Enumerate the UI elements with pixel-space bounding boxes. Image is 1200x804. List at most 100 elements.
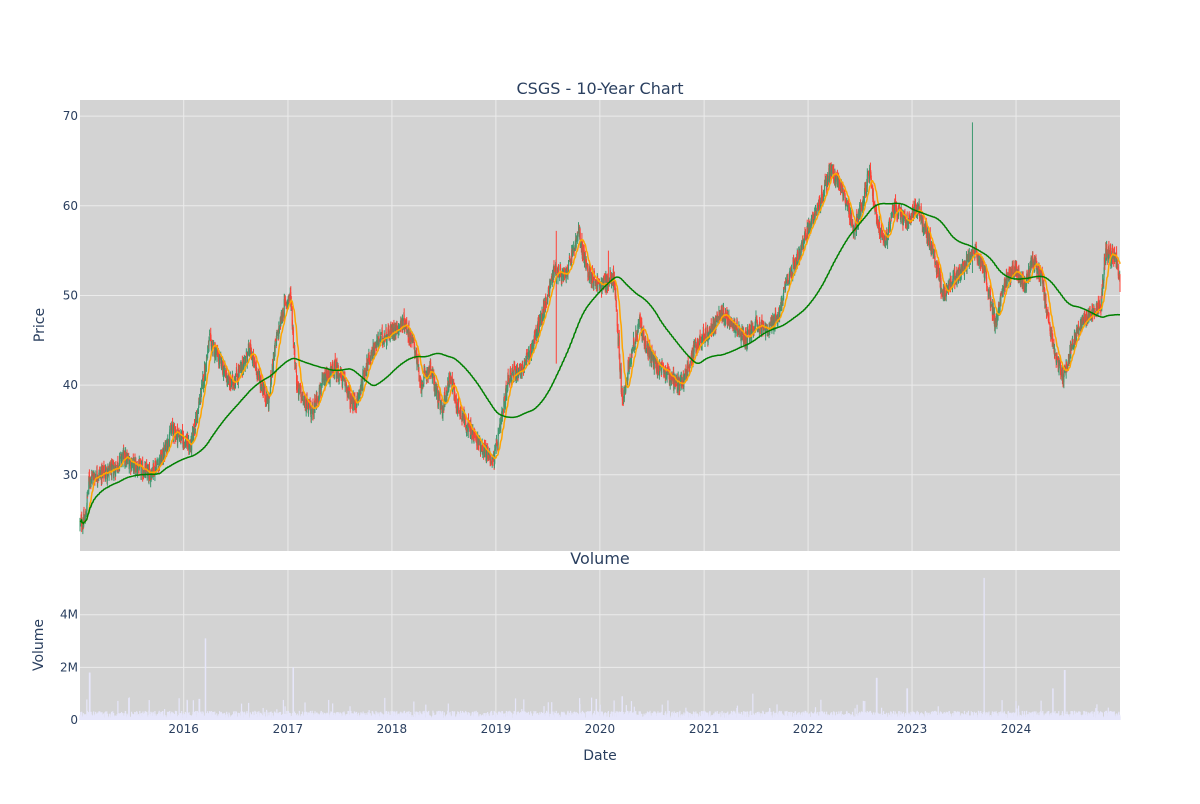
candle-body	[377, 339, 378, 340]
candle	[127, 453, 128, 464]
candle	[734, 318, 735, 333]
candle-body	[736, 327, 737, 329]
candle-body	[458, 409, 459, 410]
candle-body	[174, 426, 175, 431]
candle-body	[572, 250, 573, 257]
candle	[550, 280, 551, 289]
candle-body	[249, 353, 250, 354]
candle	[157, 459, 158, 465]
candle	[361, 378, 362, 394]
candle	[345, 379, 346, 393]
candle	[724, 318, 725, 325]
candle-body	[552, 270, 553, 281]
candle	[393, 324, 394, 341]
candle	[646, 348, 647, 353]
candle-body	[622, 394, 623, 401]
candle-body	[448, 376, 449, 390]
candle	[426, 367, 427, 383]
candle	[165, 440, 166, 450]
candle-body	[275, 341, 276, 352]
candle-body	[606, 276, 607, 289]
candle-body	[201, 391, 202, 397]
candle	[638, 319, 639, 333]
candle-body	[438, 394, 439, 399]
candle	[369, 352, 370, 365]
candle-body	[634, 347, 635, 349]
candle	[101, 463, 102, 484]
candle-body	[193, 427, 194, 439]
candle	[133, 457, 134, 474]
candle-body	[504, 402, 505, 407]
candle-body	[578, 228, 579, 233]
candle	[690, 361, 691, 369]
candle	[387, 334, 388, 346]
candle	[348, 390, 349, 400]
candle-body	[259, 377, 260, 378]
candle-body	[632, 349, 633, 354]
candle	[111, 459, 112, 480]
candle-body	[141, 463, 142, 464]
candle-body	[257, 371, 258, 378]
candle-body	[275, 339, 276, 341]
candle	[503, 409, 504, 415]
candle	[596, 279, 597, 291]
candle-body	[576, 238, 577, 240]
candle	[317, 398, 318, 403]
candle	[634, 347, 635, 353]
candle-body	[476, 439, 477, 446]
candle-body	[654, 358, 655, 369]
candle-body	[115, 465, 116, 466]
candle	[684, 373, 685, 382]
candle	[526, 349, 527, 356]
candle-body	[498, 431, 499, 432]
candle-body	[391, 326, 392, 335]
candle	[103, 461, 104, 482]
candle-body	[93, 475, 94, 479]
candle	[544, 301, 545, 312]
candle-body	[644, 338, 645, 346]
candle	[249, 348, 250, 356]
candle	[303, 396, 304, 406]
candle	[624, 387, 625, 402]
candle-body	[440, 403, 441, 405]
candle-body	[265, 397, 266, 401]
candle	[235, 373, 236, 388]
candle	[512, 364, 513, 372]
candle-body	[173, 425, 174, 427]
candle-body	[205, 369, 206, 375]
candle-body	[139, 461, 140, 463]
candle-body	[430, 362, 431, 364]
candle	[331, 366, 332, 376]
candle	[109, 462, 110, 473]
candle-body	[730, 320, 731, 324]
candle	[618, 333, 619, 346]
candle-body	[628, 360, 629, 370]
candle	[632, 347, 633, 354]
candle-body	[219, 357, 220, 364]
candle-body	[345, 381, 346, 388]
candle	[476, 436, 477, 450]
candle	[153, 466, 154, 477]
candle	[522, 361, 523, 371]
candle-body	[187, 436, 188, 447]
candle-body	[696, 347, 697, 353]
candle-body	[714, 322, 715, 328]
candle	[273, 352, 274, 374]
candle	[305, 395, 306, 411]
candle	[105, 468, 106, 472]
candle	[169, 426, 170, 442]
candle-body	[638, 323, 639, 328]
candle	[466, 428, 467, 432]
candle-body	[155, 467, 156, 471]
candle	[311, 409, 312, 423]
candle-body	[466, 429, 467, 430]
candle	[436, 384, 437, 393]
candle	[440, 400, 441, 409]
candle-body	[185, 439, 186, 442]
candle	[223, 366, 224, 381]
candle	[636, 333, 637, 341]
candle-body	[369, 355, 370, 362]
candle-body	[199, 400, 200, 404]
candle-body	[233, 385, 234, 386]
